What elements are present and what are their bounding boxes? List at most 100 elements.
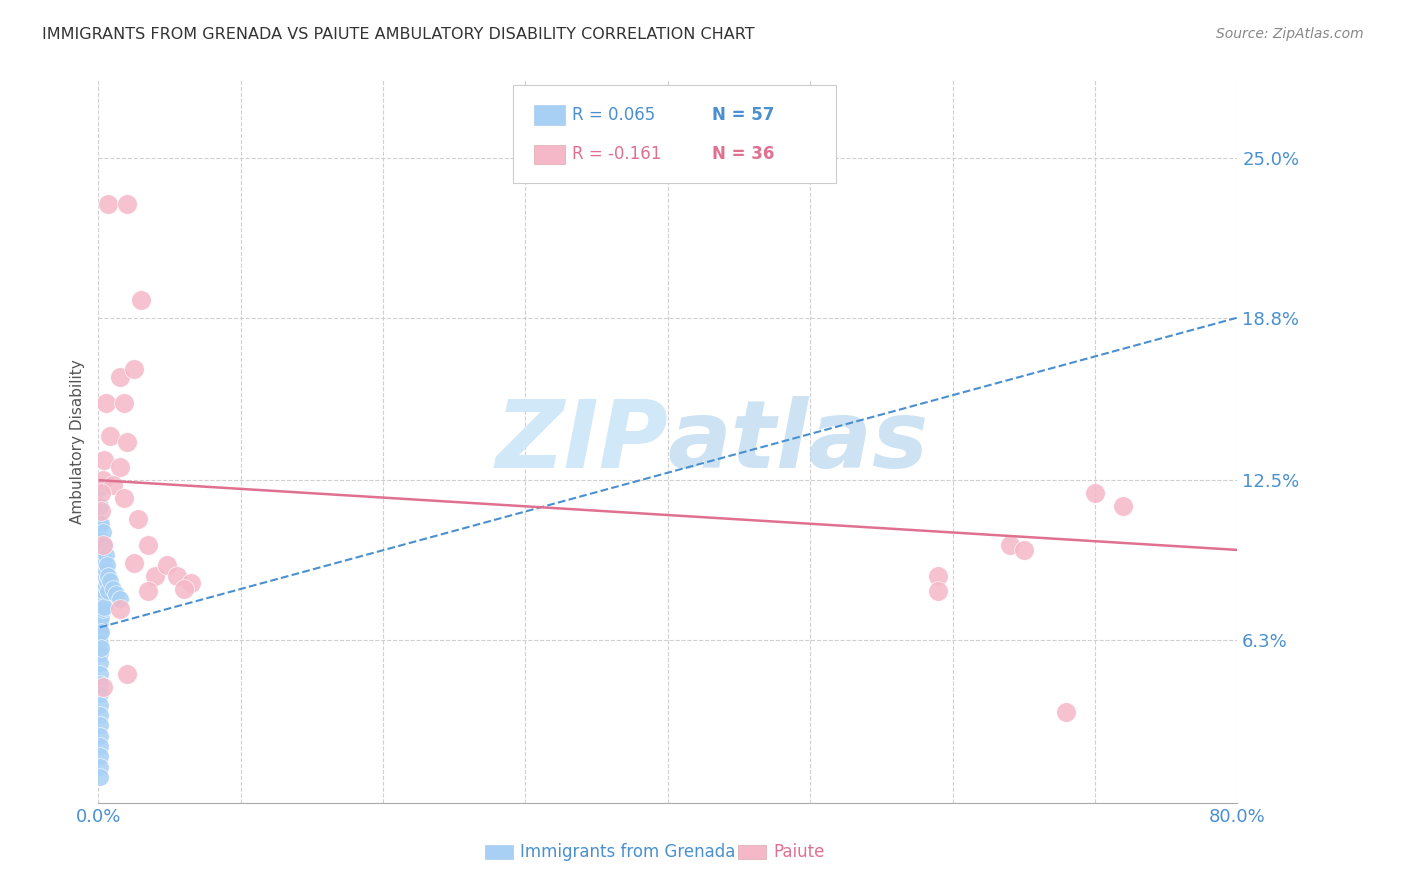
Point: [173, 582, 195, 596]
Point: [129, 293, 152, 307]
Point: [89, 481, 111, 495]
Point: [89, 698, 111, 712]
Point: [90, 579, 112, 593]
Point: [108, 602, 131, 616]
Point: [1084, 486, 1107, 500]
Point: [98, 429, 121, 443]
Text: IMMIGRANTS FROM GRENADA VS PAIUTE AMBULATORY DISABILITY CORRELATION CHART: IMMIGRANTS FROM GRENADA VS PAIUTE AMBULA…: [42, 27, 755, 42]
Point: [89, 594, 111, 608]
Point: [90, 504, 112, 518]
Point: [166, 568, 188, 582]
Point: [1056, 706, 1078, 720]
Point: [927, 584, 949, 599]
Point: [101, 478, 124, 492]
Point: [127, 512, 149, 526]
Text: N = 36: N = 36: [713, 145, 775, 163]
Text: R = 0.065: R = 0.065: [572, 106, 655, 124]
Point: [89, 636, 111, 650]
Text: N = 57: N = 57: [713, 106, 775, 124]
Point: [89, 677, 111, 691]
Point: [89, 538, 111, 552]
Point: [1112, 499, 1135, 513]
Point: [94, 396, 117, 410]
Point: [89, 550, 111, 565]
Point: [91, 571, 114, 585]
Point: [93, 452, 115, 467]
Point: [90, 594, 112, 608]
Point: [97, 568, 120, 582]
Point: [89, 760, 111, 774]
Point: [108, 460, 131, 475]
Text: ZIP: ZIP: [495, 395, 668, 488]
Point: [89, 646, 111, 660]
Point: [93, 599, 115, 614]
Point: [90, 486, 112, 500]
Point: [90, 548, 112, 562]
Point: [115, 666, 138, 681]
Point: [89, 770, 111, 784]
Text: Source: ZipAtlas.com: Source: ZipAtlas.com: [1216, 27, 1364, 41]
Point: [927, 568, 949, 582]
Point: [89, 666, 111, 681]
Y-axis label: Ambulatory Disability: Ambulatory Disability: [69, 359, 84, 524]
Point: [115, 434, 138, 449]
Text: atlas: atlas: [668, 395, 929, 488]
Point: [122, 556, 145, 570]
Point: [97, 197, 120, 211]
Point: [998, 538, 1021, 552]
Point: [89, 687, 111, 701]
Point: [96, 574, 118, 588]
Point: [89, 657, 111, 671]
Point: [145, 568, 167, 582]
Point: [93, 584, 115, 599]
Point: [89, 729, 111, 743]
Point: [91, 556, 114, 570]
Text: Immigrants from Grenada: Immigrants from Grenada: [520, 843, 735, 861]
Text: R = -0.161: R = -0.161: [572, 145, 661, 163]
Point: [91, 587, 114, 601]
Point: [89, 574, 111, 588]
Point: [89, 517, 111, 532]
Point: [122, 362, 145, 376]
Point: [89, 739, 111, 753]
Point: [94, 548, 117, 562]
Point: [101, 582, 124, 596]
Point: [96, 558, 118, 573]
Point: [89, 718, 111, 732]
Point: [180, 576, 202, 591]
Point: [89, 499, 111, 513]
Point: [97, 584, 120, 599]
Point: [90, 533, 112, 547]
Point: [156, 558, 179, 573]
Point: [112, 396, 135, 410]
Point: [112, 491, 135, 506]
Point: [93, 553, 115, 567]
Point: [89, 625, 111, 640]
Point: [136, 584, 159, 599]
Point: [104, 587, 127, 601]
Point: [89, 615, 111, 630]
Point: [136, 538, 159, 552]
Point: [90, 517, 112, 532]
Point: [89, 708, 111, 723]
Point: [98, 574, 121, 588]
Point: [108, 591, 131, 606]
Point: [90, 564, 112, 578]
Point: [93, 538, 115, 552]
Point: [89, 749, 111, 764]
Point: [93, 568, 115, 582]
Point: [90, 625, 112, 640]
Point: [91, 524, 114, 539]
Point: [91, 680, 114, 694]
Point: [108, 370, 131, 384]
Point: [91, 541, 114, 555]
Point: [89, 605, 111, 619]
Point: [91, 473, 114, 487]
Point: [90, 640, 112, 655]
Point: [91, 602, 114, 616]
Point: [89, 564, 111, 578]
Point: [90, 610, 112, 624]
Text: Paiute: Paiute: [773, 843, 825, 861]
Point: [89, 584, 111, 599]
Point: [94, 579, 117, 593]
